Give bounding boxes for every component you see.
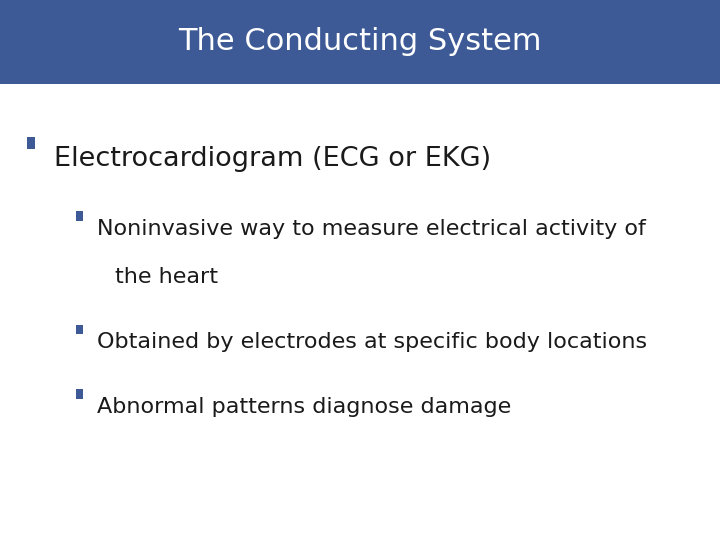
Text: Electrocardiogram (ECG or EKG): Electrocardiogram (ECG or EKG)	[54, 146, 491, 172]
FancyBboxPatch shape	[76, 211, 83, 221]
Text: Noninvasive way to measure electrical activity of: Noninvasive way to measure electrical ac…	[97, 219, 646, 239]
FancyBboxPatch shape	[27, 137, 35, 148]
FancyBboxPatch shape	[76, 325, 83, 334]
Text: The Conducting System: The Conducting System	[179, 28, 541, 56]
FancyBboxPatch shape	[76, 389, 83, 399]
Text: Obtained by electrodes at specific body locations: Obtained by electrodes at specific body …	[97, 332, 647, 352]
FancyBboxPatch shape	[0, 0, 720, 84]
Text: the heart: the heart	[115, 267, 218, 287]
Text: Abnormal patterns diagnose damage: Abnormal patterns diagnose damage	[97, 397, 511, 417]
